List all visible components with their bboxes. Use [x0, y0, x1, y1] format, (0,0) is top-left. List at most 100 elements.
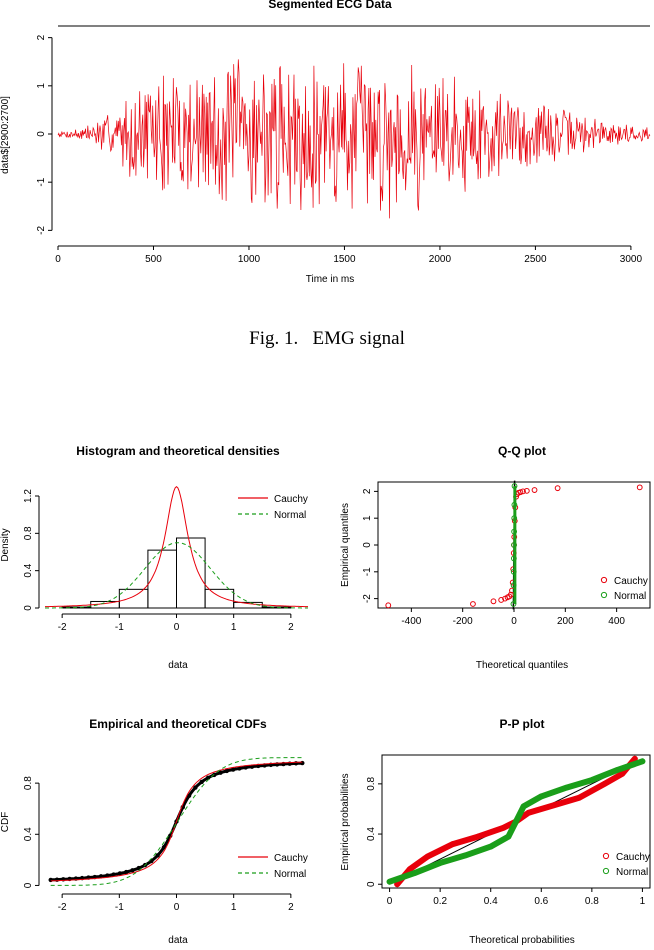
pp-normal-points	[386, 758, 646, 885]
qq-legend-label: Normal	[614, 591, 646, 602]
qq-xlabel: Theoretical quantiles	[476, 660, 568, 671]
pp-normal-points-point	[520, 803, 527, 810]
pp-normal-points-point	[513, 818, 519, 825]
ecg-x-tick-label: 2000	[429, 254, 452, 265]
qq-point-cauchy	[517, 489, 524, 496]
figure-1-caption-label: Fig. 1.	[249, 328, 299, 349]
cdf-empirical-point	[218, 770, 223, 775]
pp-legend-marker	[602, 852, 610, 860]
histogram-x-tick-label: -2	[58, 622, 67, 633]
ecg-signal-line	[57, 59, 651, 219]
cdf-xlabel: data	[168, 935, 188, 946]
qq-legend-marker	[600, 576, 608, 584]
histogram-x-tick-label: -1	[115, 622, 124, 633]
cdf-empirical-point	[186, 793, 192, 798]
ecg-x-tick-label: 3000	[620, 254, 643, 265]
pp-x-tick-label: 0	[387, 896, 393, 907]
qq-chart: Q-Q plot Theoretical quantiles Empirical q…	[340, 444, 651, 671]
ecg-x-tick-label: 500	[145, 254, 162, 265]
ecg-y-tick-label: 2	[36, 34, 47, 40]
pp-legend-marker	[602, 867, 610, 875]
histogram-ylabel: Density	[0, 528, 11, 561]
pp-x-tick-label: 0.4	[484, 896, 498, 907]
pp-normal-points-point	[386, 878, 393, 885]
qq-x-tick-label: 200	[557, 616, 574, 627]
pp-ylabel: Empirical probabilities	[340, 773, 351, 870]
histogram-x-tick-label: 2	[288, 622, 294, 633]
ecg-ylabel: data$[2900:2700]	[0, 96, 11, 174]
cdf-y-tick-label: 0.4	[23, 827, 34, 841]
histogram-y-tick-label: 0.8	[23, 526, 34, 540]
cdf-empirical-point	[130, 868, 135, 873]
pp-y-tick-label: 0.4	[366, 827, 377, 841]
qq-point-cauchy	[490, 598, 497, 605]
histogram-x-tick-label: 0	[174, 622, 180, 633]
histogram-legend-label: Normal	[274, 510, 306, 521]
qq-legend-marker	[600, 591, 608, 599]
histogram-bar	[147, 549, 177, 609]
figure-1-caption: Fig. 1. EMG signal	[0, 328, 654, 350]
pp-normal-points-point	[462, 852, 469, 859]
histogram-y-tick-label: 0	[23, 605, 34, 611]
histogram-x-tick-label: 1	[231, 622, 237, 633]
histogram-y-tick-label: 1.2	[23, 489, 34, 503]
ecg-x-tick-label: 2500	[524, 254, 547, 265]
qq-y-tick-label: 2	[362, 488, 373, 494]
histogram-bar	[118, 588, 149, 609]
qq-x-tick-label: 400	[608, 616, 625, 627]
pp-chart: P-P plot Theoretical probabilities Empiric…	[340, 717, 651, 946]
pp-cauchy-points-point	[525, 809, 532, 816]
figure-1-caption-text: EMG signal	[312, 328, 405, 349]
pp-x-tick-label: 0.6	[534, 896, 548, 907]
cdf-title: Empirical and theoretical CDFs	[89, 717, 267, 731]
pp-cauchy-points-point	[424, 853, 431, 860]
pp-x-tick-label: 0.8	[585, 896, 599, 907]
pp-x-tick-label: 0.2	[433, 896, 447, 907]
qq-point-cauchy	[636, 484, 643, 491]
cdf-empirical-point	[105, 873, 110, 878]
cdf-x-tick-label: -2	[58, 902, 67, 913]
qq-x-tick-label: 0	[511, 616, 517, 627]
histogram-bar	[261, 606, 292, 609]
cdf-empirical-point	[117, 871, 123, 876]
pp-cauchy-points-point	[551, 802, 557, 809]
cdf-empirical-point	[111, 872, 116, 877]
pp-normal-points-point	[639, 758, 646, 765]
ecg-y-tick-label: 1	[36, 83, 47, 89]
histogram-normal-density-line	[45, 542, 308, 609]
pp-normal-points-point	[563, 784, 570, 791]
pp-cauchy-points-point	[475, 833, 481, 840]
ecg-x-tick-label: 1000	[238, 254, 261, 265]
qq-x-tick-label: -200	[453, 616, 473, 627]
histogram-y-tick-label: 0.4	[23, 563, 34, 577]
cdf-empirical-point	[224, 768, 230, 774]
cdf-x-tick-label: 1	[231, 902, 237, 913]
qq-x-tick-label: -400	[401, 616, 421, 627]
histogram-chart: Histogram and theoretical densities data D…	[0, 444, 308, 671]
pp-cauchy-points-point	[576, 794, 583, 801]
qq-y-tick-label: 0	[362, 542, 373, 548]
pp-normal-points-point	[487, 843, 494, 850]
cdf-y-tick-label: 0.8	[23, 776, 34, 790]
pp-title: P-P plot	[499, 717, 544, 731]
pp-legend-label: Normal	[616, 867, 648, 878]
pp-normal-points-point	[505, 833, 512, 840]
cdf-ylabel: CDF	[0, 812, 11, 833]
pp-normal-points-point	[437, 860, 444, 866]
qq-y-tick-label: 1	[362, 515, 373, 521]
pp-y-tick-label: 0	[366, 881, 377, 887]
ecg-title: Segmented ECG Data	[268, 0, 392, 11]
cdf-legend-label: Cauchy	[274, 853, 308, 864]
cdf-empirical-point	[199, 779, 204, 785]
cdf-chart: Empirical and theoretical CDFs data CDF -2 -…	[0, 717, 308, 946]
cdf-empirical-point	[243, 765, 248, 770]
histogram-xlabel: data	[168, 660, 188, 671]
pp-legend-label: Cauchy	[616, 852, 650, 863]
qq-point-cauchy	[385, 602, 392, 609]
qq-legend-label: Cauchy	[614, 576, 648, 587]
qq-title: Q-Q plot	[498, 444, 546, 458]
cdf-empirical-point	[237, 766, 242, 771]
pp-frame	[381, 754, 651, 889]
ecg-chart: Segmented ECG Data Time in ms data$[2900:2…	[0, 0, 651, 285]
